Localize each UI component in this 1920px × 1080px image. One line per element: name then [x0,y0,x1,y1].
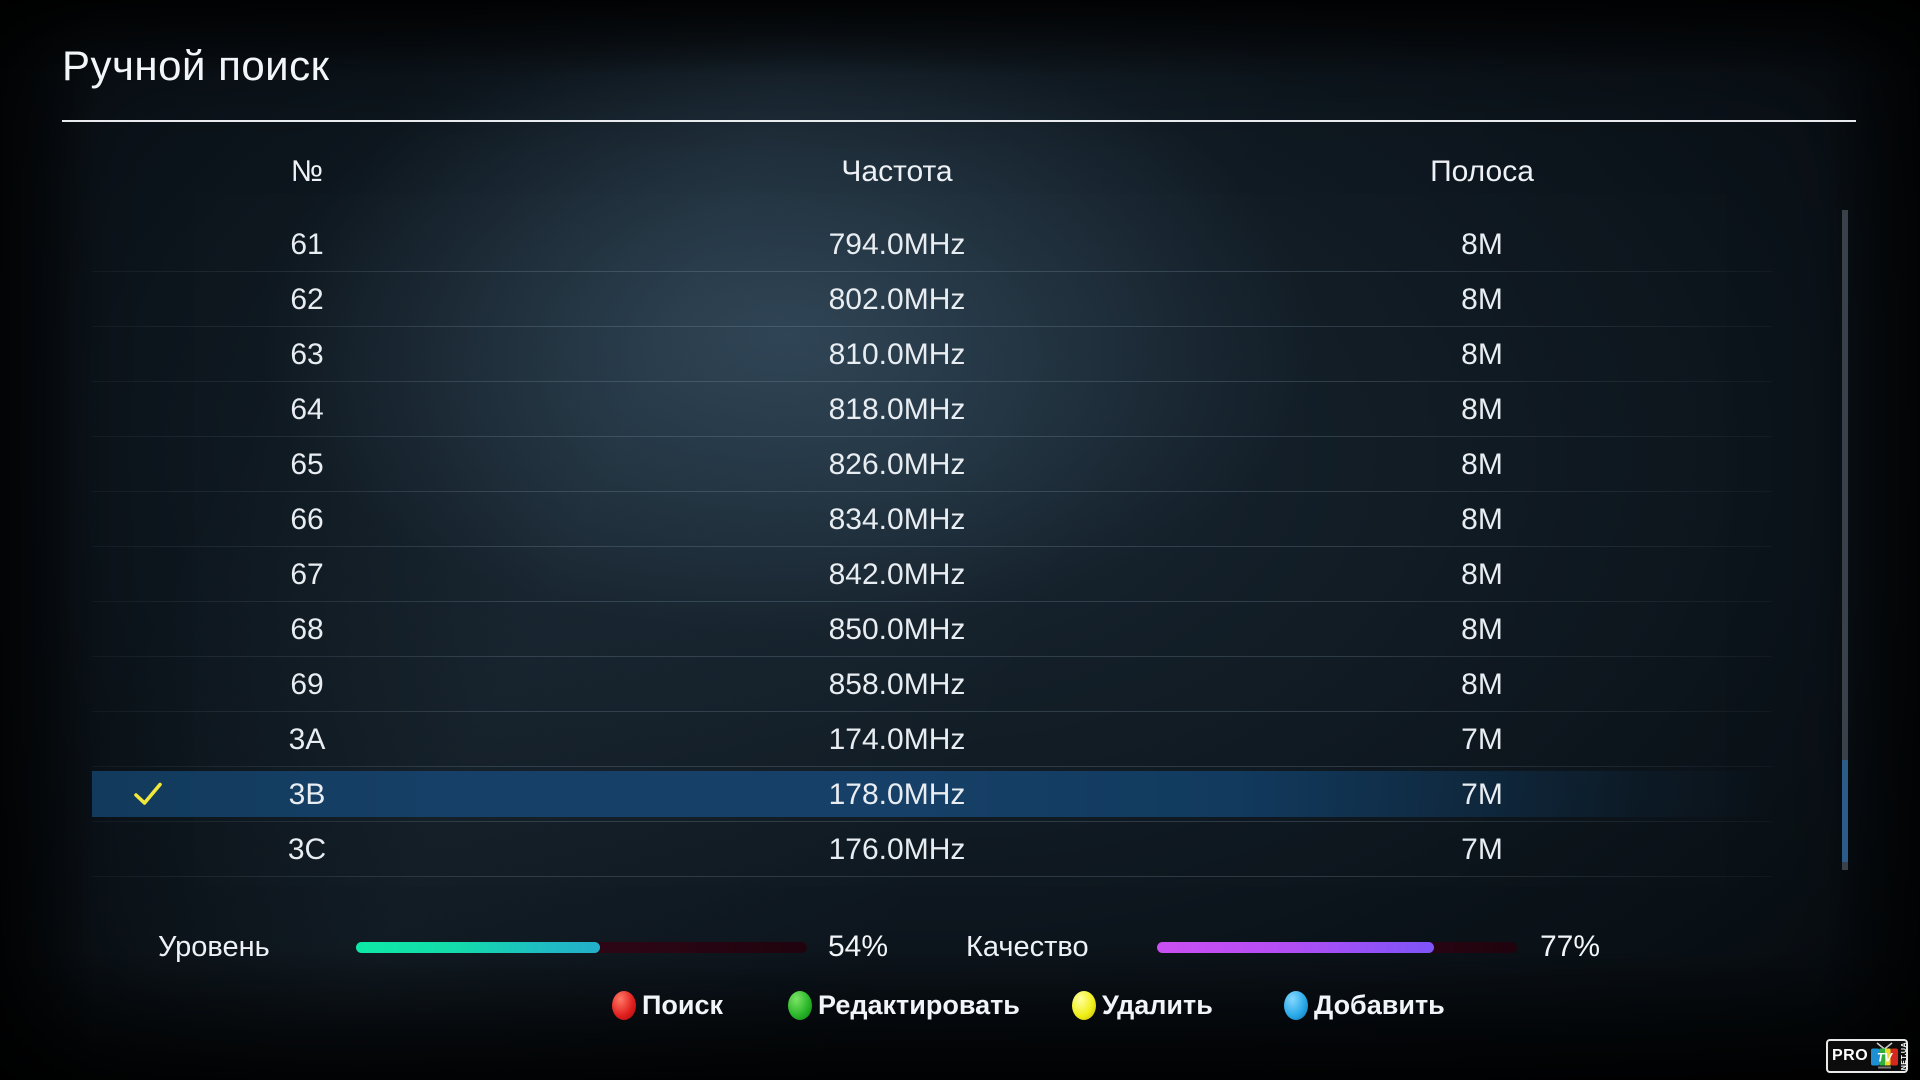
green-dot-icon [788,990,812,1020]
quality-label: Качество [966,931,1089,963]
cell-freq: 834.0MHz [828,502,966,536]
red-key-button[interactable]: Поиск [612,988,723,1022]
table-row[interactable]: 61 794.0MHz 8M [92,217,1772,272]
logo-net-text: NET.UA [1901,1041,1909,1071]
cell-band: 8M [1461,337,1503,371]
table-row[interactable]: 69 858.0MHz 8M [92,657,1772,712]
level-bar-fill [356,942,600,953]
cell-num: 67 [290,557,324,591]
scrollbar[interactable] [1842,210,1848,870]
table-row[interactable]: 64 818.0MHz 8M [92,382,1772,437]
quality-bar [1157,942,1517,953]
level-label: Уровень [158,931,270,963]
selected-check-icon [134,782,162,805]
cell-band: 7M [1461,777,1503,811]
table-row[interactable]: 68 850.0MHz 8M [92,602,1772,657]
column-header-number: № [290,155,324,188]
cell-band: 8M [1461,557,1503,591]
cell-num: 62 [290,282,324,316]
cell-num: 3B [288,777,326,811]
cell-num: 66 [290,502,324,536]
cell-num: 68 [290,612,324,646]
tv-icon: TV [1869,1042,1900,1070]
table-row[interactable]: 66 834.0MHz 8M [92,492,1772,547]
cell-num: 3A [288,722,326,756]
cell-band: 8M [1461,227,1503,261]
logo-pro-text: PRO [1832,1047,1869,1064]
green-key-button[interactable]: Редактировать [788,988,1020,1022]
blue-dot-icon [1284,990,1308,1020]
cell-freq: 174.0MHz [828,722,966,756]
cell-freq: 802.0MHz [828,282,966,316]
yellow-dot-icon [1072,990,1096,1020]
yellow-key-button[interactable]: Удалить [1072,988,1213,1022]
scrollbar-thumb[interactable] [1842,760,1848,862]
cell-band: 7M [1461,722,1503,756]
cell-freq: 850.0MHz [828,612,966,646]
quality-bar-fill [1157,942,1435,953]
cell-band: 8M [1461,502,1503,536]
cell-freq: 810.0MHz [828,337,966,371]
table-row[interactable]: 3B 178.0MHz 7M [92,767,1772,822]
cell-freq: 842.0MHz [828,557,966,591]
channel-table: № Частота Полоса 61 794.0MHz 8M 62 802.0MHz 8… [92,144,1772,877]
key-label: Добавить [1314,989,1445,1020]
cell-num: 63 [290,337,324,371]
blue-key-button[interactable]: Добавить [1284,988,1445,1022]
quality-value: 77% [1539,930,1601,963]
cell-num: 64 [290,392,324,426]
table-row[interactable]: 67 842.0MHz 8M [92,547,1772,602]
cell-band: 8M [1461,667,1503,701]
table-row[interactable]: 3A 174.0MHz 7M [92,712,1772,767]
table-row[interactable]: 3C 176.0MHz 7M [92,822,1772,877]
key-label: Удалить [1102,989,1213,1020]
red-dot-icon [612,990,636,1020]
column-header-bandwidth: Полоса [1430,155,1534,188]
level-value: 54% [827,930,889,963]
table-row[interactable]: 63 810.0MHz 8M [92,327,1772,382]
protv-logo: PRO TV NET.UA [1826,1039,1908,1073]
cell-freq: 178.0MHz [828,777,966,811]
key-label: Поиск [642,989,724,1020]
cell-num: 61 [290,227,324,261]
page-title: Ручной поиск [62,42,330,89]
cell-freq: 794.0MHz [828,227,966,261]
title-divider [62,120,1856,122]
table-header: № Частота Полоса [92,144,1772,200]
cell-freq: 176.0MHz [828,832,966,866]
cell-band: 8M [1461,612,1503,646]
column-header-frequency: Частота [841,155,953,188]
cell-freq: 858.0MHz [828,667,966,701]
cell-band: 8M [1461,392,1503,426]
channel-list: 61 794.0MHz 8M 62 802.0MHz 8M 63 810.0MHz 8M 64 81… [92,217,1772,877]
table-row[interactable]: 65 826.0MHz 8M [92,437,1772,492]
table-row[interactable]: 62 802.0MHz 8M [92,272,1772,327]
cell-band: 7M [1461,832,1503,866]
cell-freq: 818.0MHz [828,392,966,426]
cell-band: 8M [1461,447,1503,481]
svg-text:TV: TV [1877,1051,1893,1065]
key-label: Редактировать [818,989,1020,1020]
cell-freq: 826.0MHz [828,447,966,481]
cell-num: 65 [290,447,324,481]
cell-num: 69 [290,667,324,701]
cell-band: 8M [1461,282,1503,316]
level-bar [356,942,807,953]
cell-num: 3C [287,832,327,866]
